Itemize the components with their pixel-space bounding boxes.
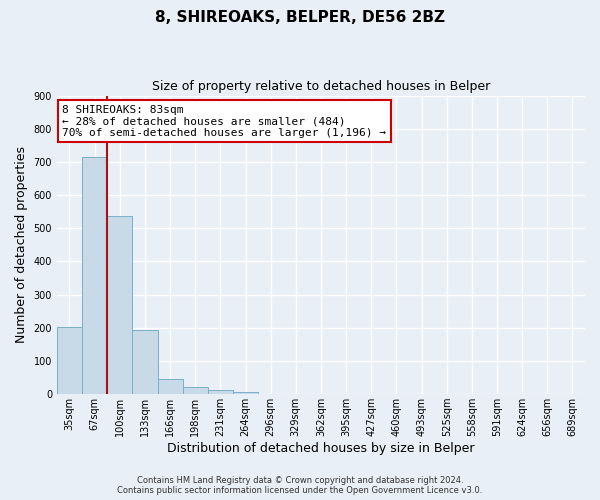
- Bar: [107, 216, 133, 394]
- Bar: [233, 392, 258, 394]
- Text: 8, SHIREOAKS, BELPER, DE56 2BZ: 8, SHIREOAKS, BELPER, DE56 2BZ: [155, 10, 445, 25]
- Bar: [208, 390, 233, 394]
- Text: 8 SHIREOAKS: 83sqm
← 28% of detached houses are smaller (484)
70% of semi-detach: 8 SHIREOAKS: 83sqm ← 28% of detached hou…: [62, 104, 386, 138]
- Bar: [82, 157, 107, 394]
- X-axis label: Distribution of detached houses by size in Belper: Distribution of detached houses by size …: [167, 442, 475, 455]
- Y-axis label: Number of detached properties: Number of detached properties: [15, 146, 28, 344]
- Bar: [158, 379, 182, 394]
- Title: Size of property relative to detached houses in Belper: Size of property relative to detached ho…: [152, 80, 490, 93]
- Bar: [182, 387, 208, 394]
- Bar: [57, 327, 82, 394]
- Text: Contains HM Land Registry data © Crown copyright and database right 2024.
Contai: Contains HM Land Registry data © Crown c…: [118, 476, 482, 495]
- Bar: [133, 330, 158, 394]
